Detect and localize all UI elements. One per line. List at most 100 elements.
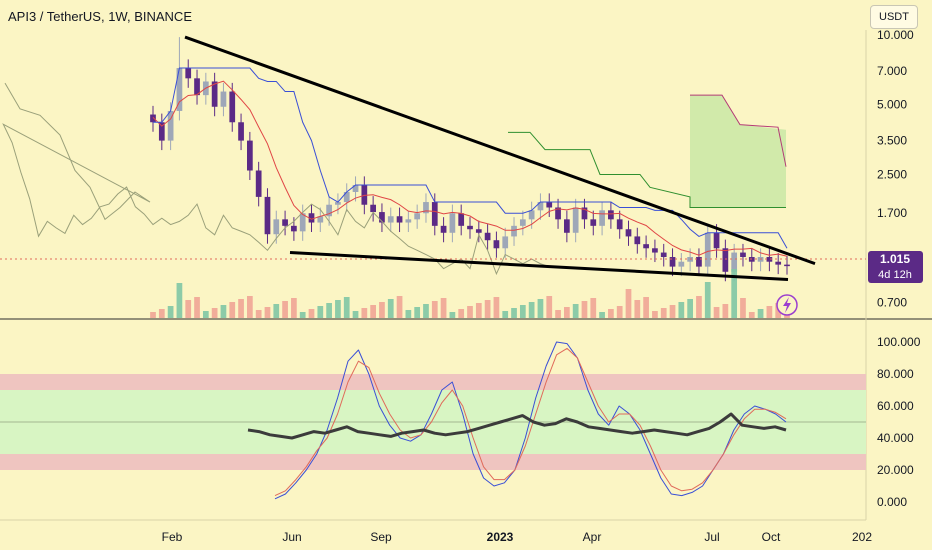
volume-bar (238, 299, 244, 318)
x-tick-label: Feb (162, 530, 183, 544)
volume-bar (634, 300, 641, 318)
volume-bar (652, 311, 658, 318)
volume-bar (590, 298, 597, 318)
volume-bar (528, 302, 535, 318)
price-badge-countdown: 4d 12h (878, 269, 912, 281)
candle-body (608, 210, 614, 220)
volume-bar (458, 309, 465, 318)
volume-bar (158, 309, 165, 318)
volume-bar (379, 302, 385, 318)
candle-body (255, 170, 262, 197)
volume-bar (484, 300, 491, 318)
volume-bar (563, 307, 570, 318)
volume-bar (616, 306, 623, 318)
price-tick-label: 1.700 (877, 206, 907, 220)
candle-body (326, 204, 332, 217)
volume-bar (502, 311, 509, 318)
trendline-upper (184, 35, 816, 266)
volume-bar (572, 304, 579, 318)
candle-body (563, 219, 570, 233)
candle-body (784, 264, 790, 267)
osc-tick-label: 80.000 (877, 367, 914, 381)
candle-body (537, 202, 544, 211)
price-tick-label: 2.500 (877, 167, 907, 181)
osc-tick-label: 100.000 (877, 335, 921, 349)
candle-body (176, 68, 183, 111)
candle-body (652, 248, 658, 253)
volume-bar (361, 308, 368, 318)
volume-bar (704, 282, 711, 318)
candle-body (678, 261, 685, 267)
candle-body (264, 196, 271, 235)
candle-body (158, 122, 165, 141)
candle-body (458, 213, 465, 226)
candle-body (185, 68, 192, 79)
x-tick-label: Jun (282, 530, 301, 544)
stoch-k-line (274, 341, 787, 500)
candle-body (150, 114, 156, 123)
candle-body (379, 212, 385, 223)
candle-body (414, 213, 421, 220)
volume-bar (423, 304, 429, 318)
leading-span-a (690, 94, 787, 167)
candle-body (511, 225, 517, 237)
candle-body (660, 252, 667, 258)
candle-body (335, 202, 341, 205)
volume-bar (581, 301, 588, 318)
candle-body (194, 78, 200, 96)
volume-bar (370, 305, 377, 318)
volume-bar (176, 283, 183, 318)
candle-body (519, 219, 526, 226)
volume-bar (766, 306, 773, 318)
candle-body (423, 202, 429, 214)
volume-bar (308, 309, 315, 318)
volume-bar (282, 301, 288, 318)
candle-body (704, 232, 711, 267)
candle-body (246, 140, 253, 171)
price-tick-label: 10.000 (877, 28, 914, 42)
x-tick-label: Jul (704, 530, 719, 544)
volume-bar (229, 302, 236, 318)
volume-bar (669, 305, 676, 318)
volume-bar (449, 312, 456, 318)
candle-body (370, 204, 377, 213)
candle-body (396, 216, 403, 223)
stoch-d-line (274, 347, 787, 497)
volume-bar (493, 297, 500, 318)
volume-bar (211, 308, 218, 318)
volume-bar (625, 289, 632, 318)
candle-body (502, 236, 509, 249)
price-badge-bg (868, 251, 923, 283)
candle-body (282, 219, 288, 226)
band-oversold (0, 454, 866, 470)
volume-bar (722, 304, 729, 318)
volume-bar (546, 296, 553, 318)
volume-bar (150, 312, 156, 318)
price-badge-value: 1.015 (880, 252, 910, 266)
candle-body (467, 225, 473, 230)
volume-bar (167, 306, 174, 318)
leading-span-b (508, 131, 786, 208)
price-tick-label: 3.500 (877, 134, 907, 148)
volume-bar (440, 298, 447, 318)
lightning-icon[interactable] (776, 294, 798, 316)
candle-body (484, 232, 491, 241)
price-badge: 1.015 4d 12h (868, 251, 923, 283)
volume-bar (748, 312, 755, 318)
volume-bar (352, 311, 359, 318)
x-tick-label: 2023 (487, 530, 514, 544)
candle-body (229, 91, 236, 123)
volume-bar (291, 298, 297, 318)
volume-bar (431, 301, 438, 318)
volume-bar (273, 304, 280, 318)
candle-body (273, 219, 280, 235)
volume-bar (246, 296, 253, 318)
volume-bar (194, 297, 200, 318)
x-tick-label: Sep (370, 530, 392, 544)
osc-tick-label: 40.000 (877, 431, 914, 445)
volume-bar (660, 308, 667, 318)
volume-bar (555, 310, 561, 318)
volume-bar (185, 300, 192, 318)
currency-button[interactable]: USDT (870, 5, 918, 29)
x-tick-label: Apr (583, 530, 602, 544)
